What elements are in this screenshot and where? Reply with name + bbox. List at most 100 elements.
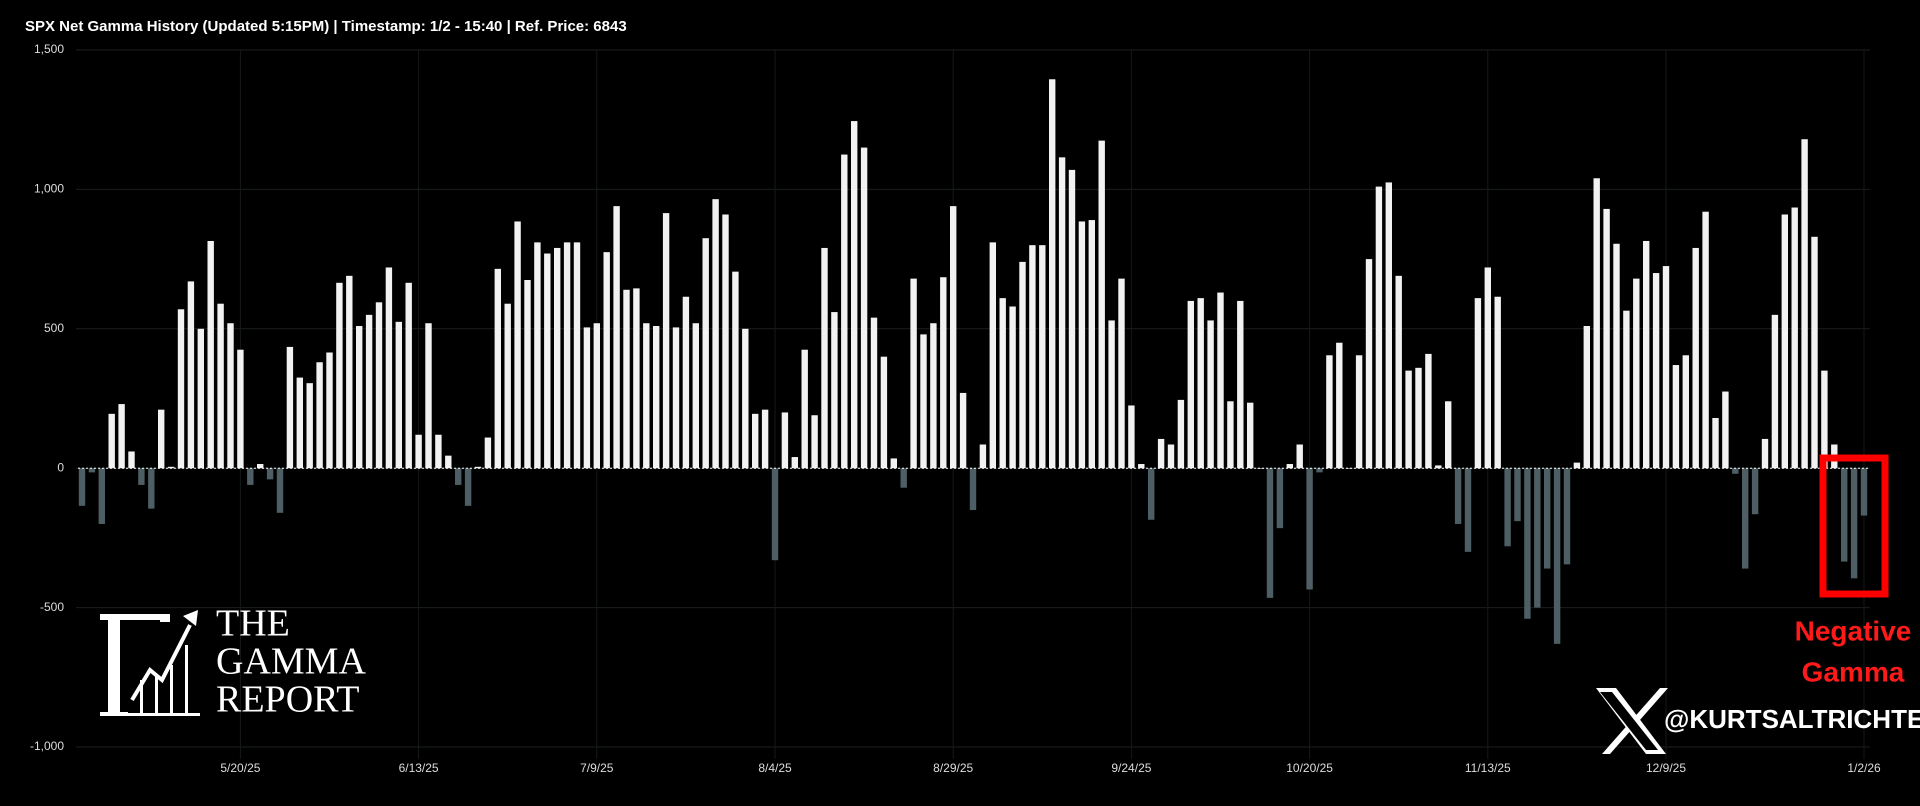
bar xyxy=(1553,468,1561,644)
bar xyxy=(78,468,86,506)
bar xyxy=(395,321,402,469)
bar xyxy=(910,278,917,469)
bar xyxy=(1108,320,1115,469)
bar xyxy=(1504,468,1511,547)
bars xyxy=(78,79,1868,644)
bar xyxy=(1445,401,1452,469)
bar xyxy=(1603,208,1610,469)
bar xyxy=(217,303,224,469)
bar xyxy=(128,451,135,469)
bar xyxy=(662,213,670,469)
bar xyxy=(1405,370,1412,469)
bar xyxy=(98,468,105,524)
bar xyxy=(1217,292,1224,469)
bar xyxy=(1821,370,1828,469)
bar xyxy=(1306,468,1313,590)
bar xyxy=(1692,247,1699,469)
bar xyxy=(672,327,680,469)
bar xyxy=(1197,298,1204,469)
bar xyxy=(1524,468,1531,619)
bar xyxy=(1464,468,1472,552)
annotation: Negative xyxy=(1795,615,1912,646)
bar xyxy=(633,288,640,469)
bar xyxy=(1662,266,1670,469)
x-tick-label: 6/13/25 xyxy=(399,761,439,775)
bar xyxy=(1148,468,1155,520)
bar xyxy=(1227,401,1234,469)
logo-bar xyxy=(185,645,188,715)
bar xyxy=(1118,278,1125,469)
bar xyxy=(306,383,313,469)
bar xyxy=(554,247,561,469)
bar xyxy=(375,302,383,469)
bar xyxy=(1791,207,1798,469)
bar xyxy=(1771,314,1779,469)
bar xyxy=(1078,221,1086,469)
bar xyxy=(1326,355,1333,469)
bar xyxy=(692,323,699,469)
bar xyxy=(1751,468,1759,515)
bar xyxy=(1068,169,1076,469)
bar xyxy=(1336,342,1343,469)
bar xyxy=(187,281,195,469)
bar xyxy=(1722,391,1729,469)
bar xyxy=(999,298,1006,469)
chart-title: SPX Net Gamma History (Updated 5:15PM) |… xyxy=(25,18,627,35)
bar xyxy=(1643,240,1650,469)
bar xyxy=(1296,444,1303,469)
logo-bar xyxy=(170,665,173,715)
bar xyxy=(524,280,531,469)
bar xyxy=(1573,462,1581,469)
bar xyxy=(1781,214,1788,469)
bar xyxy=(1860,468,1868,516)
bar xyxy=(514,221,521,469)
bar xyxy=(1652,273,1660,469)
logo: THE GAMMA REPORT xyxy=(100,603,366,721)
bar xyxy=(801,349,808,469)
bar xyxy=(959,392,967,469)
bar xyxy=(1138,464,1145,469)
handle: @KURTSALTRICHTER xyxy=(1664,704,1920,734)
bar xyxy=(1256,468,1264,469)
bar xyxy=(1712,418,1719,469)
bar xyxy=(1247,402,1254,469)
bar xyxy=(1672,365,1680,469)
bar xyxy=(177,309,185,469)
bar xyxy=(1019,261,1026,469)
bar xyxy=(435,434,442,469)
bar xyxy=(1316,468,1323,473)
x-tick-label: 5/20/25 xyxy=(220,761,260,775)
bar xyxy=(1801,139,1808,469)
bar xyxy=(950,206,957,469)
bar xyxy=(1355,355,1363,469)
highlight-box xyxy=(1819,454,1889,598)
bar xyxy=(385,267,393,469)
annotation: Gamma xyxy=(1802,656,1905,687)
bar xyxy=(237,349,244,469)
bar xyxy=(1702,211,1709,469)
bar xyxy=(1544,468,1551,569)
bar xyxy=(1276,468,1284,529)
bar xyxy=(781,412,789,469)
bar xyxy=(1850,468,1858,579)
bar xyxy=(464,468,472,506)
bar xyxy=(920,334,927,469)
bar xyxy=(494,268,501,469)
x-tick-label: 12/9/25 xyxy=(1646,761,1686,775)
bar xyxy=(940,277,947,469)
bar xyxy=(870,317,878,469)
bar xyxy=(1167,444,1175,469)
bar xyxy=(158,409,165,469)
x-tick-label: 8/4/25 xyxy=(758,761,792,775)
bar xyxy=(1157,438,1165,469)
bar xyxy=(821,247,828,469)
logo-arrowhead xyxy=(183,610,198,626)
bar xyxy=(1435,465,1442,469)
bar xyxy=(1682,355,1689,469)
bar xyxy=(771,468,779,561)
bar xyxy=(583,327,591,469)
x-tick-label: 1/2/26 xyxy=(1847,761,1881,775)
bar xyxy=(1742,468,1749,569)
bar xyxy=(276,468,284,513)
